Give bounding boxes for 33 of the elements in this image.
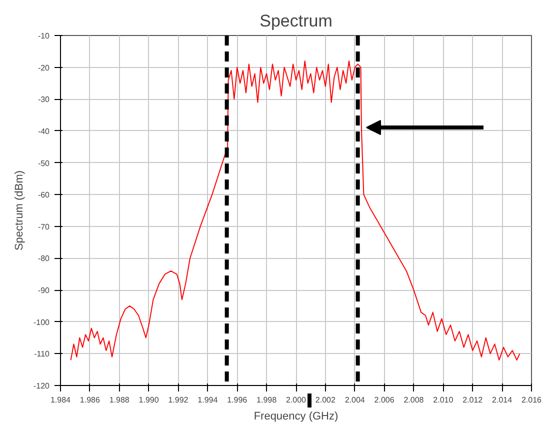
x-tick-label: 1.996 — [227, 396, 248, 404]
x-tick-label: 2.008 — [404, 396, 424, 404]
x-tick-label: 1.986 — [80, 396, 100, 404]
y-tick-label: -20 — [38, 63, 50, 72]
x-tick-label: 2.004 — [344, 396, 366, 404]
x-tick-label: 2.010 — [433, 396, 454, 404]
y-tick-label: -60 — [38, 190, 50, 200]
line-series — [70, 60, 520, 361]
y-tick-label: -90 — [38, 286, 50, 296]
x-axis-title: Frequency (GHz) — [254, 410, 338, 422]
y-tick-label: -30 — [38, 95, 50, 104]
y-tick-label: -100 — [33, 318, 50, 327]
x-tick-label: 1.988 — [109, 396, 130, 404]
x-tick-label: 2.002 — [315, 396, 336, 404]
x-tick-label: 1.998 — [256, 396, 278, 404]
y-tick-label: -70 — [38, 222, 50, 232]
x-tick-label: 1.994 — [198, 396, 218, 404]
y-tick-label: -40 — [38, 126, 50, 136]
y-axis-title: Spectrum (dBm) — [13, 170, 26, 251]
x-tick-label: 1.990 — [138, 396, 160, 404]
x-tick-label: 1.992 — [168, 396, 189, 404]
y-tick-label: -120 — [33, 382, 50, 390]
y-tick-label: -50 — [38, 158, 50, 168]
chart-title: Spectrum — [260, 12, 332, 30]
x-tick-label: 2.006 — [374, 396, 395, 404]
x-tick-label: 2.014 — [492, 396, 513, 404]
x-tick-label: 1.984 — [50, 396, 72, 404]
x-tick-label: 2.000 — [286, 396, 307, 404]
x-tick-label: 2.012 — [462, 396, 484, 404]
y-tick-label: -10 — [38, 32, 50, 40]
y-tick-label: -80 — [38, 254, 50, 264]
x-tick-label: 2.016 — [521, 396, 542, 404]
y-tick-label: -110 — [34, 350, 50, 359]
